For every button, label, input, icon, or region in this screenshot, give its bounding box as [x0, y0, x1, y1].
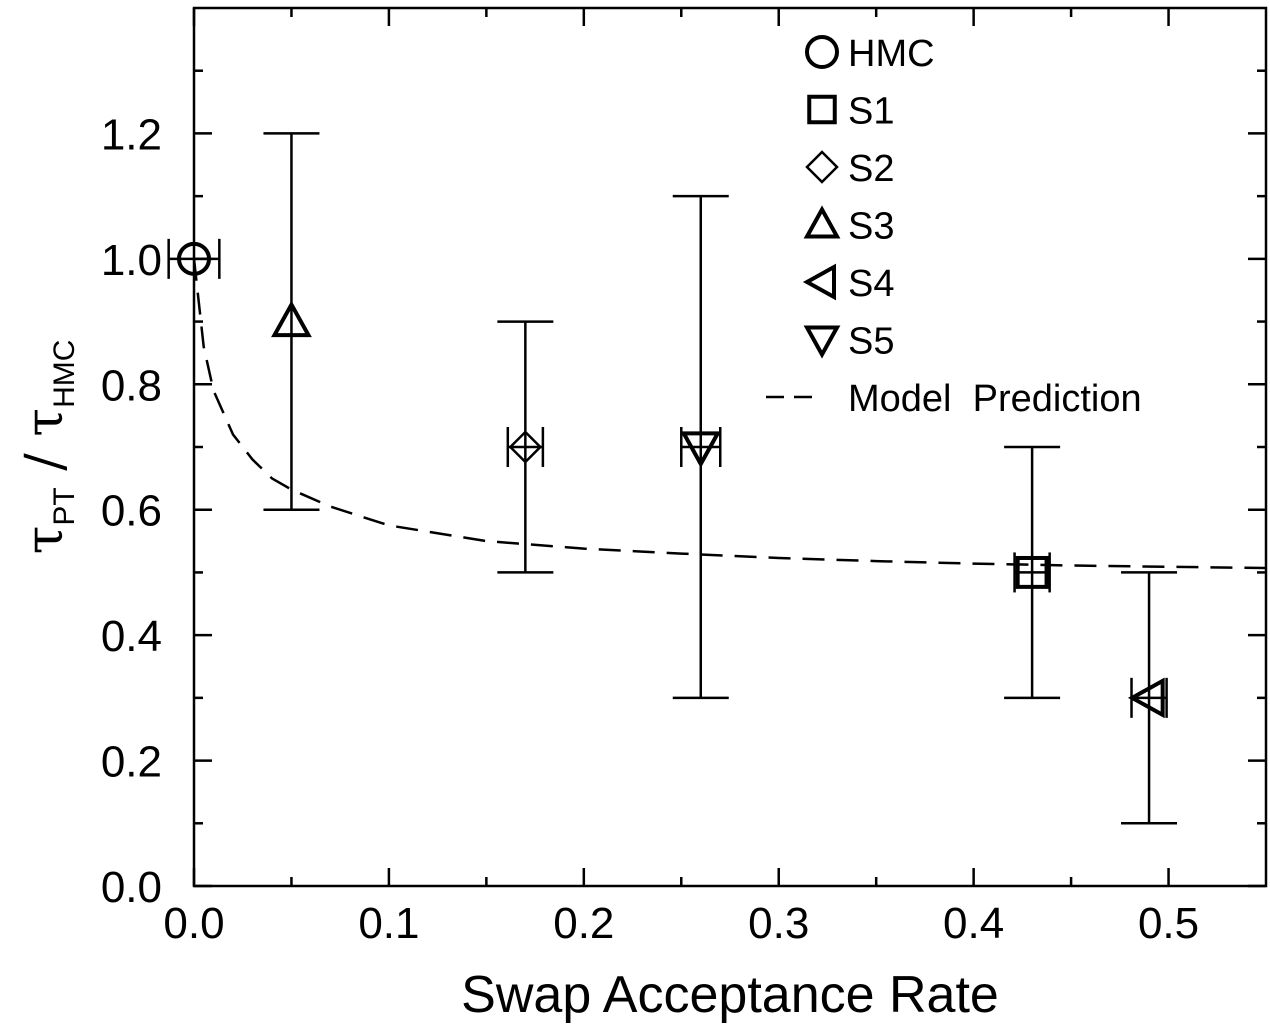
axis-tick-labels: 0.0 0.1 0.2 0.3 0.4 0.5 0.0 0.2 0.4 0.6 0.8 1.0 1.2 [101, 110, 1199, 948]
y-axis-tau-2: τ [15, 408, 75, 437]
legend-label-hmc: HMC [848, 33, 935, 75]
plot-frame [192, 6, 1268, 888]
y-tick-label: 0.2 [101, 738, 162, 787]
legend-label-s5: S5 [848, 321, 894, 363]
marker-s1 [1015, 555, 1049, 589]
legend-label-s3: S3 [848, 206, 894, 248]
y-axis-tau-1: τ [15, 526, 75, 555]
x-tick-label: 0.5 [1138, 899, 1199, 948]
legend-label-model: Model Prediction [848, 378, 1142, 420]
svg-text:τPT / τHMC: τPT / τHMC [15, 340, 81, 555]
y-axis-sub-2: HMC [48, 340, 81, 408]
error-bars [167, 132, 1178, 825]
legend-marker-s1 [807, 94, 837, 125]
model-prediction-line [192, 258, 1267, 570]
x-tick-label: 0.0 [163, 899, 224, 948]
legend-marker-s2 [805, 150, 839, 184]
legend-label-s4: S4 [848, 263, 894, 305]
y-axis-sub-1: PT [48, 487, 81, 525]
x-tick-label: 0.4 [943, 899, 1004, 948]
y-axis-slash: / [15, 437, 75, 488]
x-axis-title: Swap Acceptance Rate [461, 966, 999, 1024]
legend-label-s2: S2 [848, 148, 894, 190]
model-prediction-series [192, 258, 1267, 570]
legend-marker-s3 [803, 205, 841, 239]
marker-s3 [271, 300, 312, 338]
legend-marker-s5 [803, 325, 841, 359]
legend-label-s1: S1 [848, 91, 894, 133]
y-tick-label: 0.0 [101, 863, 162, 912]
x-tick-label: 0.2 [553, 899, 614, 948]
x-tick-label: 0.3 [748, 899, 809, 948]
data-markers [177, 241, 1165, 719]
axis-ticks [192, 8, 1266, 888]
y-tick-label: 0.8 [101, 361, 162, 410]
marker-s4 [1127, 677, 1165, 719]
x-tick-label: 0.1 [358, 899, 419, 948]
y-axis-title: τPT / τHMC [15, 340, 81, 555]
legend-marker-hmc [805, 35, 839, 69]
y-tick-label: 0.6 [101, 487, 162, 536]
marker-s5 [680, 431, 722, 469]
legend: HMC S1 S2 S3 S4 S5 Model Prediction [766, 33, 1142, 420]
y-tick-label: 1.2 [101, 110, 162, 159]
y-tick-label: 1.0 [101, 236, 162, 285]
marker-s2 [508, 430, 543, 464]
y-tick-label: 0.4 [101, 612, 162, 661]
legend-marker-s4 [802, 263, 836, 301]
